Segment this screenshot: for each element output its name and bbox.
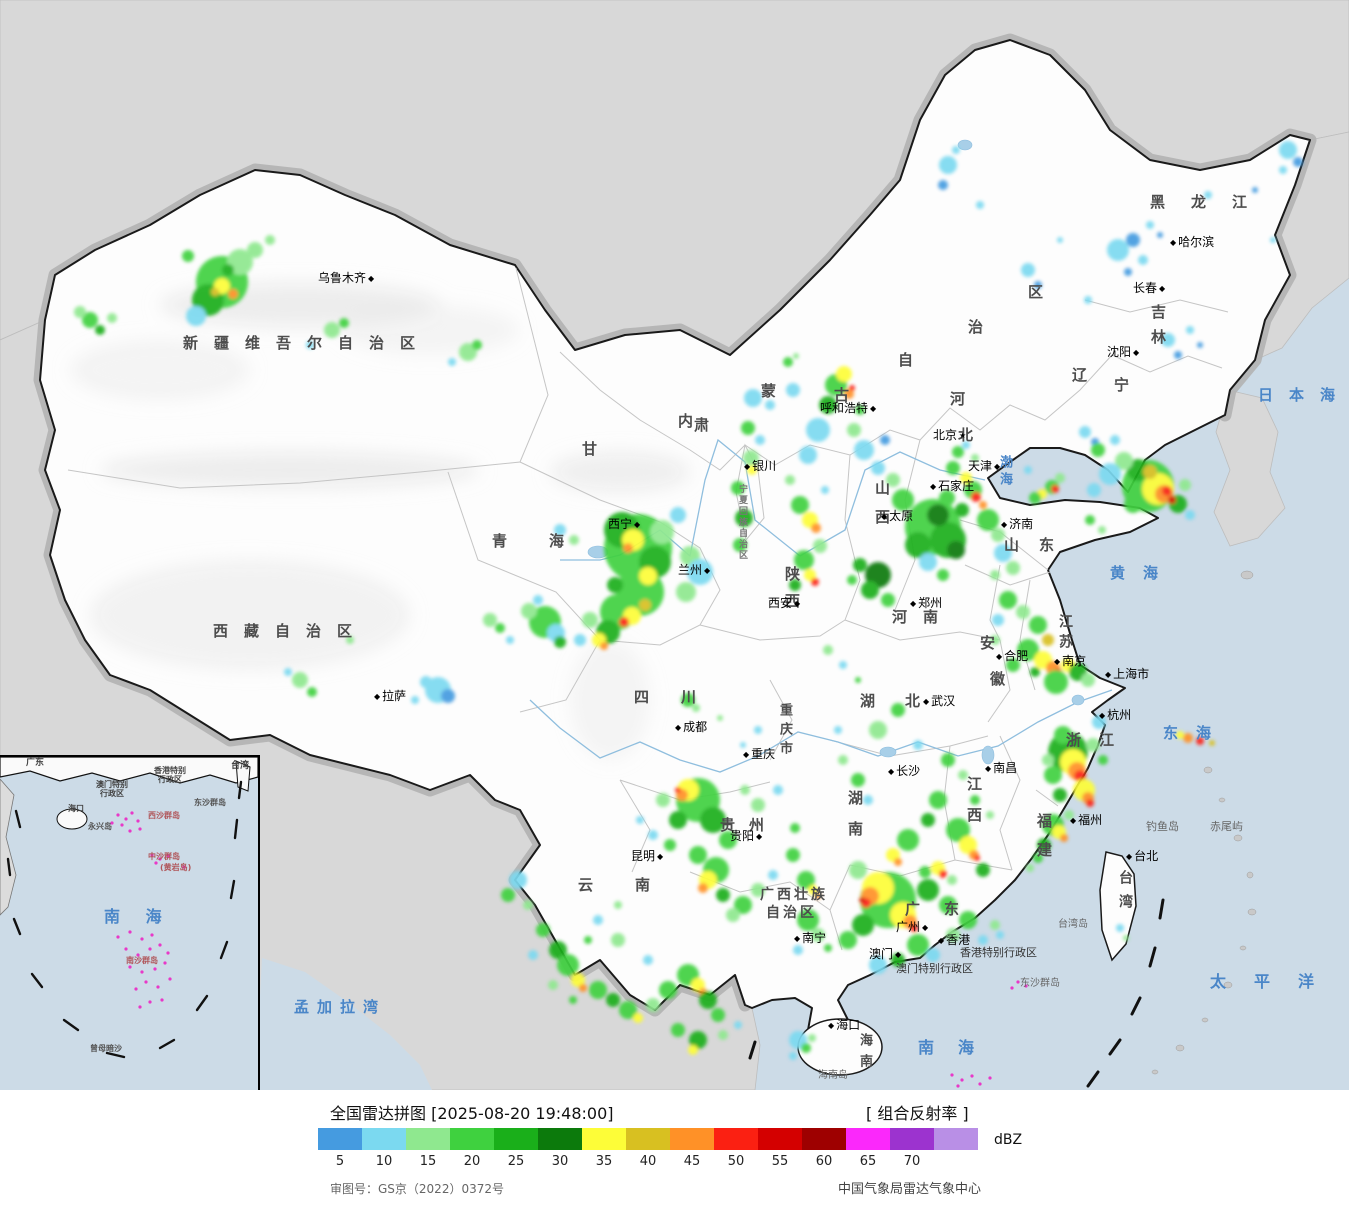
color-scale — [318, 1128, 978, 1150]
approval-number: 审图号：GS京（2022）0372号 — [330, 1182, 504, 1196]
scale-tick: 45 — [683, 1154, 701, 1169]
product-label: [ 组合反射率 ] — [866, 1104, 969, 1123]
scale-cell — [450, 1128, 494, 1150]
scale-cell — [802, 1128, 846, 1150]
nine-dash-line — [748, 898, 1165, 1088]
radar-echo-layer — [74, 141, 1303, 1060]
scale-tick: 10 — [375, 1154, 393, 1169]
scale-tick: 65 — [859, 1154, 877, 1169]
scale-tick: 55 — [771, 1154, 789, 1169]
scale-tick — [934, 1154, 978, 1169]
scale-cell — [846, 1128, 890, 1150]
bay-of-bengal — [255, 958, 432, 1090]
scale-cell — [538, 1128, 582, 1150]
inset-vietnam-coast — [0, 778, 17, 916]
scale-cell — [714, 1128, 758, 1150]
scale-cell — [582, 1128, 626, 1150]
scale-tick: 20 — [463, 1154, 481, 1169]
inset-mainland-coast — [0, 757, 258, 784]
inset-nine-dash-line — [6, 780, 243, 1059]
scale-cell — [362, 1128, 406, 1150]
scale-tick: 50 — [727, 1154, 745, 1169]
scale-tick: 25 — [507, 1154, 525, 1169]
scale-tick: 35 — [595, 1154, 613, 1169]
scale-cell — [758, 1128, 802, 1150]
inset-island-dots — [110, 811, 186, 1009]
offshore-islets — [1151, 570, 1257, 1075]
scale-cell — [626, 1128, 670, 1150]
scale-cell — [670, 1128, 714, 1150]
scale-cell — [318, 1128, 362, 1150]
inset-hainan — [56, 808, 88, 830]
scale-cell — [934, 1128, 978, 1150]
unit-label: dBZ — [994, 1132, 1023, 1148]
scale-tick: 60 — [815, 1154, 833, 1169]
map-title: 全国雷达拼图 [2025-08-20 19:48:00] — [330, 1104, 614, 1123]
scale-cell — [494, 1128, 538, 1150]
sea-island-dots — [950, 980, 1028, 1088]
map-canvas — [0, 0, 1349, 1090]
taiwan-island — [1099, 851, 1137, 962]
scale-cell — [890, 1128, 934, 1150]
inset-taiwan — [235, 760, 251, 792]
inset-canvas — [0, 757, 258, 1092]
scale-tick: 15 — [419, 1154, 437, 1169]
scale-tick: 5 — [335, 1154, 345, 1169]
terrain-shading — [70, 283, 690, 760]
scale-tick: 70 — [903, 1154, 921, 1169]
radar-map: 新疆维吾尔自治区 西藏自治区 青海甘肃内蒙古自治区黑龙江 吉林辽宁河北山西 山东 河南 陕西… — [0, 0, 1349, 1092]
lakes — [587, 139, 1085, 765]
south-china-sea-inset: 广东 台湾 香港特别 行政区 澳门特别 行政区 东沙群岛 海口 西沙群岛 永兴岛 中沙群岛 (黄岩岛)… — [0, 755, 260, 1092]
scale-tick: 40 — [639, 1154, 657, 1169]
color-scale-ticks: 5 10 15 20 25 30 35 40 45 50 55 60 65 70 — [318, 1154, 978, 1169]
organization: 中国气象局雷达气象中心 — [838, 1182, 982, 1197]
scale-cell — [406, 1128, 450, 1150]
legend-panel: 全国雷达拼图 [2025-08-20 19:48:00] [ 组合反射率 ] d… — [0, 1090, 1349, 1208]
scale-tick: 30 — [551, 1154, 569, 1169]
